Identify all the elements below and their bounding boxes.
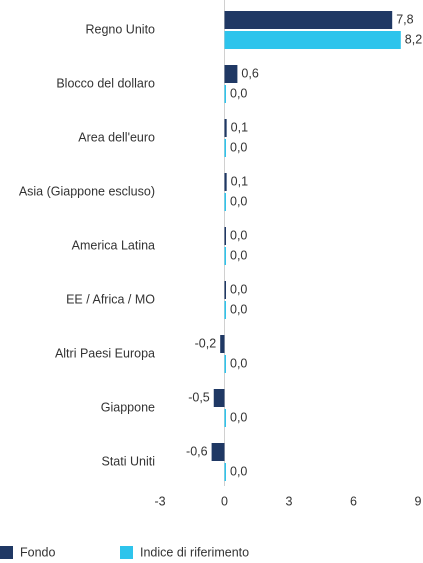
value-label: 0,1 bbox=[231, 120, 248, 134]
bar bbox=[213, 389, 225, 407]
value-label: 0,0 bbox=[230, 464, 247, 478]
bar bbox=[224, 85, 226, 103]
category-label: America Latina bbox=[72, 238, 155, 252]
bar bbox=[224, 119, 227, 137]
value-label: 0,0 bbox=[230, 140, 247, 154]
category-label: Area dell'euro bbox=[78, 130, 155, 144]
bar bbox=[224, 355, 226, 373]
category-label: EE / Africa / MO bbox=[66, 292, 155, 306]
x-tick-label: 6 bbox=[350, 494, 357, 508]
bar bbox=[224, 247, 226, 265]
value-label: 0,0 bbox=[230, 194, 247, 208]
value-label: 0,6 bbox=[241, 66, 258, 80]
legend-swatch bbox=[0, 546, 13, 559]
bar bbox=[224, 227, 226, 245]
bar bbox=[224, 409, 226, 427]
bar bbox=[224, 31, 401, 49]
value-label: 0,0 bbox=[230, 356, 247, 370]
bar bbox=[220, 335, 225, 353]
value-label: -0,6 bbox=[186, 444, 208, 458]
x-tick-label: 3 bbox=[286, 494, 293, 508]
value-label: 0,0 bbox=[230, 228, 247, 242]
legend-label: Fondo bbox=[20, 545, 55, 559]
bar bbox=[211, 443, 225, 461]
x-tick-label: 0 bbox=[221, 494, 228, 508]
bar bbox=[224, 193, 226, 211]
x-tick-label: -3 bbox=[154, 494, 165, 508]
legend-label: Indice di riferimento bbox=[140, 545, 249, 559]
value-label: 0,0 bbox=[230, 248, 247, 262]
x-tick-label: 9 bbox=[415, 494, 422, 508]
value-label: 0,1 bbox=[231, 174, 248, 188]
bar bbox=[224, 11, 393, 29]
value-label: 0,0 bbox=[230, 302, 247, 316]
bar bbox=[224, 301, 226, 319]
category-label: Stati Uniti bbox=[102, 454, 156, 468]
bar bbox=[224, 65, 238, 83]
category-label: Giappone bbox=[101, 400, 155, 414]
category-label: Asia (Giappone escluso) bbox=[19, 184, 155, 198]
value-label: 0,0 bbox=[230, 410, 247, 424]
value-label: 0,0 bbox=[230, 282, 247, 296]
category-label: Blocco del dollaro bbox=[56, 76, 155, 90]
value-label: -0,5 bbox=[188, 390, 210, 404]
legend-swatch bbox=[120, 546, 133, 559]
value-label: 0,0 bbox=[230, 86, 247, 100]
bar bbox=[224, 173, 227, 191]
bar bbox=[224, 139, 226, 157]
bar bbox=[224, 463, 226, 481]
category-label: Altri Paesi Europa bbox=[55, 346, 155, 360]
value-label: 7,8 bbox=[396, 12, 413, 26]
value-label: 8,2 bbox=[405, 32, 422, 46]
value-label: -0,2 bbox=[195, 336, 217, 350]
category-label: Regno Unito bbox=[86, 22, 156, 36]
bar bbox=[224, 281, 226, 299]
